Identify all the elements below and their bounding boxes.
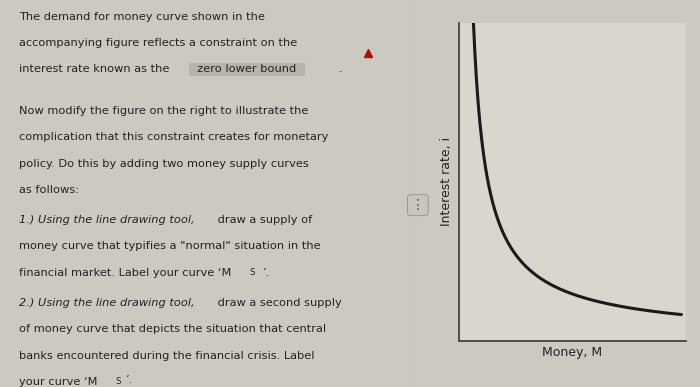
Text: ⋮: ⋮ [411, 198, 425, 212]
X-axis label: Money, M: Money, M [542, 346, 602, 359]
Text: ’.: ’. [126, 375, 133, 385]
Text: of money curve that depicts the situation that central: of money curve that depicts the situatio… [19, 324, 326, 334]
Text: financial market. Label your curve ‘M: financial market. Label your curve ‘M [19, 268, 232, 278]
Text: complication that this constraint creates for monetary: complication that this constraint create… [19, 132, 328, 142]
Text: 1.) Using the line drawing tool,: 1.) Using the line drawing tool, [19, 215, 195, 225]
Text: as follows:: as follows: [19, 185, 79, 195]
Text: accompanying figure reflects a constraint on the: accompanying figure reflects a constrain… [19, 38, 297, 48]
Text: your curve ‘M: your curve ‘M [19, 377, 97, 387]
Y-axis label: Interest rate, i: Interest rate, i [440, 137, 453, 226]
Text: zero lower bound: zero lower bound [190, 64, 304, 74]
Text: 2.) Using the line drawing tool,: 2.) Using the line drawing tool, [19, 298, 195, 308]
Text: interest rate known as the: interest rate known as the [19, 64, 176, 74]
Text: draw a second supply: draw a second supply [214, 298, 342, 308]
Text: The demand for money curve shown in the: The demand for money curve shown in the [19, 12, 265, 22]
Text: S: S [116, 377, 121, 386]
Text: ’.: ’. [262, 268, 270, 278]
Text: banks encountered during the financial crisis. Label: banks encountered during the financial c… [19, 351, 314, 361]
Text: Now modify the figure on the right to illustrate the: Now modify the figure on the right to il… [19, 106, 309, 116]
Text: money curve that typifies a "normal" situation in the: money curve that typifies a "normal" sit… [19, 241, 321, 252]
Text: policy. Do this by adding two money supply curves: policy. Do this by adding two money supp… [19, 159, 309, 169]
Text: draw a supply of: draw a supply of [214, 215, 312, 225]
Text: .: . [339, 64, 343, 74]
Text: S: S [249, 268, 255, 277]
